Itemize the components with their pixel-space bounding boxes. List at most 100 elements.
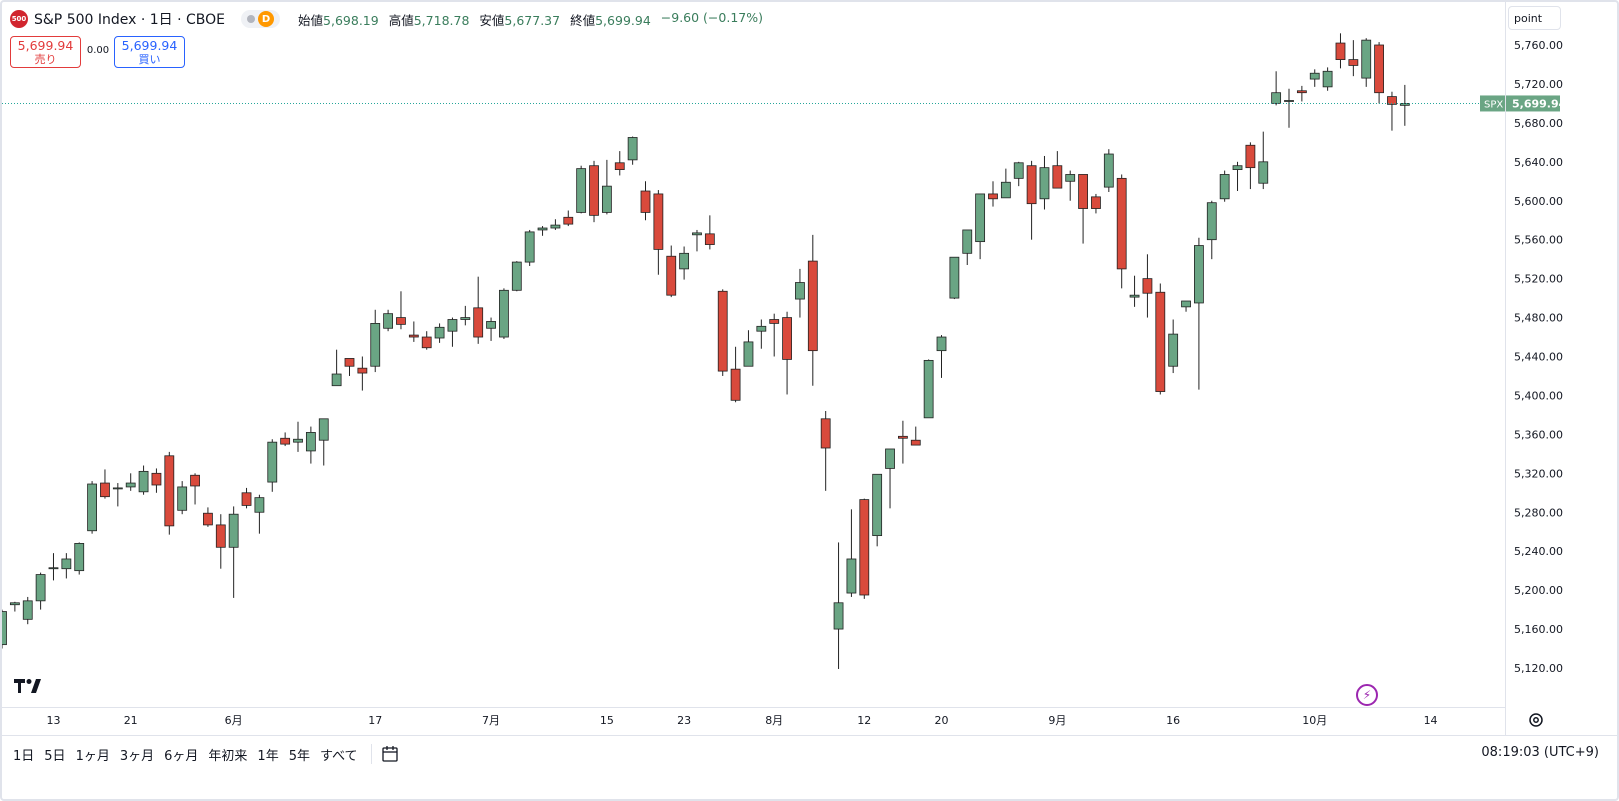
candle-up[interactable] — [1322, 70, 1333, 88]
candle-up[interactable] — [756, 325, 767, 332]
candle-up[interactable] — [1232, 165, 1243, 171]
candle-up[interactable] — [1168, 333, 1179, 367]
candle-down[interactable] — [203, 512, 213, 526]
candle-up[interactable] — [936, 336, 947, 352]
range-all-button[interactable]: すべて — [319, 748, 358, 764]
candle-up[interactable] — [1206, 202, 1217, 241]
candle-up[interactable] — [1258, 161, 1269, 184]
candle-down[interactable] — [1052, 165, 1063, 189]
candle-up[interactable] — [22, 600, 33, 620]
sell-button[interactable]: 5,699.94 売り — [10, 36, 81, 68]
candle-down[interactable] — [717, 290, 728, 372]
tradingview-logo-icon[interactable] — [14, 679, 44, 693]
candle-up[interactable] — [177, 486, 188, 511]
candle-up[interactable] — [254, 497, 265, 513]
candle-up[interactable] — [1271, 92, 1282, 104]
candle-up[interactable] — [511, 261, 522, 291]
candle-up[interactable] — [1399, 103, 1410, 106]
candle-up[interactable] — [74, 543, 85, 572]
candle-up[interactable] — [293, 438, 303, 443]
range-ytd-button[interactable]: 年初来 — [208, 748, 248, 764]
candle-up[interactable] — [550, 224, 561, 229]
range-1d-button[interactable]: 1日 — [13, 748, 35, 764]
calendar-goto-icon[interactable] — [380, 744, 400, 764]
candle-down[interactable] — [653, 193, 664, 250]
candle-up[interactable] — [692, 232, 702, 236]
candle-down[interactable] — [589, 165, 599, 216]
candle-up[interactable] — [1361, 39, 1372, 79]
candle-up[interactable] — [125, 482, 136, 488]
candle-up[interactable] — [228, 513, 239, 548]
candle-down[interactable] — [396, 317, 406, 325]
candle-down[interactable] — [1387, 96, 1397, 105]
candle-up[interactable] — [112, 487, 123, 490]
candle-up[interactable] — [537, 227, 548, 231]
candle-up[interactable] — [743, 341, 754, 367]
candle-down[interactable] — [100, 482, 110, 498]
candle-down[interactable] — [666, 255, 677, 296]
range-1y-button[interactable]: 1年 — [257, 748, 279, 764]
candle-down[interactable] — [769, 319, 780, 324]
candle-up[interactable] — [138, 470, 149, 493]
candle-down[interactable] — [473, 307, 484, 338]
candle-down[interactable] — [782, 317, 792, 360]
candle-up[interactable] — [833, 602, 844, 630]
candle-up[interactable] — [61, 558, 72, 570]
candle-down[interactable] — [1142, 278, 1153, 294]
candle-up[interactable] — [975, 193, 986, 243]
candle-down[interactable] — [1026, 165, 1037, 205]
candle-up[interactable] — [795, 282, 805, 300]
candle-up[interactable] — [370, 323, 381, 367]
candle-up[interactable] — [1309, 72, 1320, 80]
candle-up[interactable] — [9, 602, 20, 606]
candle-down[interactable] — [898, 435, 908, 439]
candle-up[interactable] — [885, 448, 895, 469]
candle-up[interactable] — [0, 611, 7, 646]
price-unit-selector[interactable]: point — [1508, 6, 1561, 30]
flash-icon[interactable]: ⚡ — [1356, 684, 1378, 706]
candle-down[interactable] — [215, 524, 226, 548]
candle-up[interactable] — [1194, 245, 1204, 304]
range-6m-button[interactable]: 6ヶ月 — [164, 748, 199, 764]
candle-down[interactable] — [241, 492, 252, 506]
candle-down[interactable] — [151, 472, 162, 486]
candle-up[interactable] — [962, 229, 973, 254]
candle-up[interactable] — [1000, 181, 1011, 199]
candle-down[interactable] — [1374, 44, 1384, 94]
market-status-badge[interactable]: D — [241, 10, 281, 28]
candle-down[interactable] — [1348, 59, 1359, 66]
range-3m-button[interactable]: 3ヶ月 — [119, 748, 155, 764]
candle-up[interactable] — [872, 473, 883, 537]
candle-up[interactable] — [1013, 162, 1024, 179]
candle-up[interactable] — [1284, 100, 1294, 102]
candle-up[interactable] — [524, 231, 535, 263]
candle-up[interactable] — [305, 432, 316, 452]
candle-up[interactable] — [627, 137, 638, 161]
candle-down[interactable] — [563, 216, 574, 225]
buy-button[interactable]: 5,699.94 買い — [114, 36, 185, 68]
candle-up[interactable] — [48, 567, 59, 570]
candle-down[interactable] — [640, 190, 651, 213]
candle-up[interactable] — [486, 321, 496, 329]
settings-gear-icon[interactable] — [1527, 711, 1545, 729]
candle-up[interactable] — [1129, 294, 1140, 298]
candle-down[interactable] — [280, 437, 291, 445]
candle-up[interactable] — [601, 185, 612, 213]
candle-down[interactable] — [1078, 174, 1088, 209]
candle-up[interactable] — [1103, 153, 1114, 188]
candle-down[interactable] — [1335, 42, 1346, 61]
candle-down[interactable] — [988, 193, 998, 200]
candle-up[interactable] — [383, 313, 394, 329]
range-5d-button[interactable]: 5日 — [44, 748, 66, 764]
candle-down[interactable] — [614, 162, 625, 170]
candle-up[interactable] — [331, 373, 342, 387]
candle-down[interactable] — [190, 474, 200, 487]
candle-down[interactable] — [1296, 90, 1307, 94]
candle-down[interactable] — [1091, 196, 1101, 209]
candle-up[interactable] — [318, 418, 329, 441]
candle-up[interactable] — [1039, 167, 1050, 200]
candle-down[interactable] — [408, 334, 419, 338]
candle-down[interactable] — [807, 260, 818, 352]
candle-up[interactable] — [267, 441, 278, 483]
